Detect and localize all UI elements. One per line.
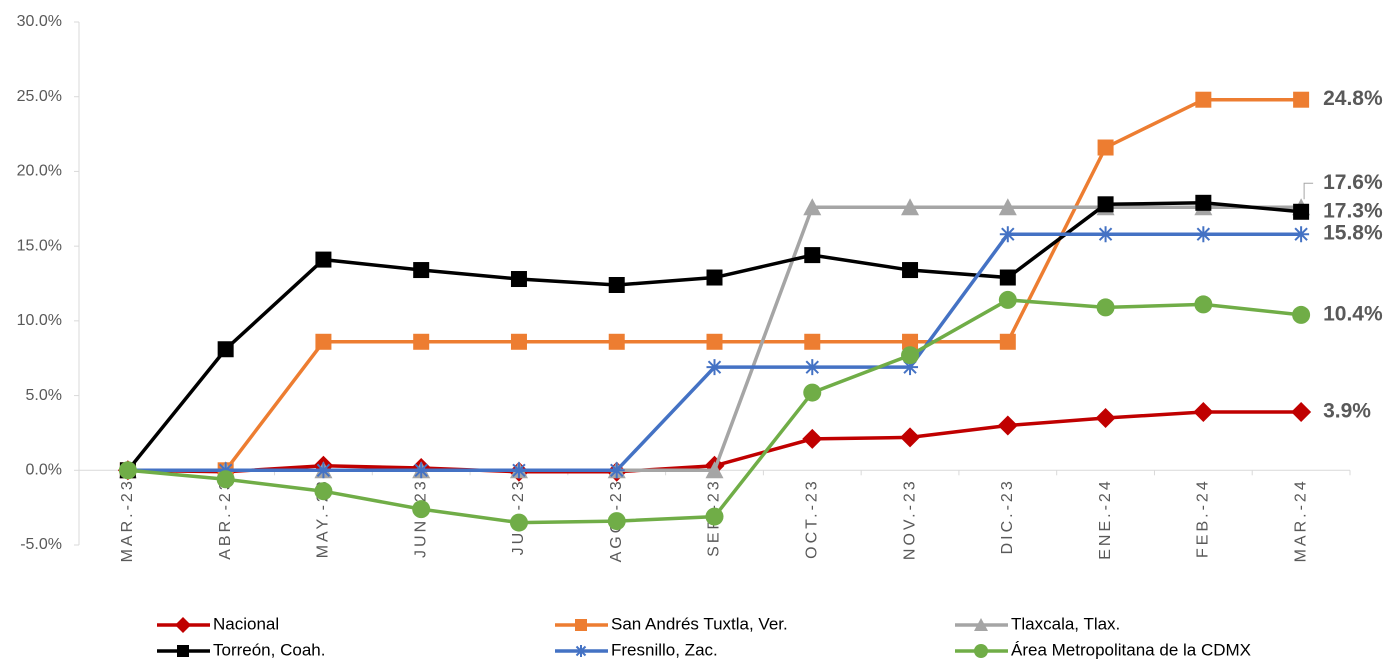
marker [1293, 91, 1310, 108]
marker [802, 428, 823, 449]
marker [315, 333, 332, 350]
x-tick-label: MAR.-23 [119, 478, 136, 562]
x-tick-label: ABR.-23 [217, 478, 234, 559]
marker [974, 618, 988, 631]
marker [608, 333, 625, 350]
marker [902, 262, 919, 279]
marker [803, 383, 822, 402]
marker [705, 507, 724, 526]
marker [509, 513, 528, 532]
marker [216, 470, 235, 489]
y-tick-label: 10.0% [17, 312, 62, 329]
marker [1193, 402, 1214, 423]
marker [118, 461, 137, 480]
marker [314, 482, 333, 501]
marker [575, 619, 587, 631]
marker [804, 247, 821, 264]
marker [901, 198, 920, 216]
marker [900, 427, 921, 448]
marker [706, 333, 723, 350]
marker [1097, 139, 1114, 156]
marker [608, 276, 625, 293]
marker [706, 269, 723, 286]
data-label: 15.8% [1323, 222, 1383, 245]
y-tick-label: 30.0% [17, 13, 62, 30]
marker [804, 333, 821, 350]
x-tick-label: NOV.-23 [901, 478, 918, 560]
marker [803, 198, 822, 216]
marker [999, 226, 1016, 243]
data-label: 17.3% [1323, 199, 1383, 222]
marker [1292, 305, 1311, 324]
y-tick-label: 20.0% [17, 163, 62, 180]
marker [1096, 298, 1115, 317]
marker [999, 333, 1016, 350]
marker [901, 346, 920, 365]
marker [804, 359, 821, 376]
y-tick-label: 5.0% [26, 387, 62, 404]
marker [607, 512, 626, 531]
marker [974, 644, 988, 658]
legend-label: Nacional [213, 614, 279, 633]
data-label: 3.9% [1323, 400, 1371, 423]
marker [1195, 226, 1212, 243]
marker [575, 645, 587, 657]
marker [999, 269, 1016, 286]
marker [608, 462, 625, 479]
marker [413, 262, 430, 279]
marker [510, 333, 527, 350]
marker [510, 271, 527, 288]
x-tick-label: FEB.-24 [1195, 478, 1212, 558]
leader-line [1303, 182, 1314, 200]
marker [1195, 91, 1212, 108]
data-label: 10.4% [1323, 302, 1383, 325]
data-label: 17.6% [1323, 171, 1383, 194]
marker [705, 461, 724, 479]
marker [706, 359, 723, 376]
marker [1195, 194, 1212, 211]
marker [177, 645, 189, 657]
data-label: 24.8% [1323, 87, 1383, 110]
marker [1097, 226, 1114, 243]
x-tick-label: ENE.-24 [1097, 478, 1114, 559]
marker [315, 462, 332, 479]
x-tick-label: DIC.-23 [999, 478, 1016, 554]
marker [1293, 203, 1310, 220]
marker [510, 462, 527, 479]
marker [902, 333, 919, 350]
marker [1293, 226, 1310, 243]
marker [217, 341, 234, 358]
marker [1194, 295, 1213, 314]
legend-label: Tlaxcala, Tlax. [1011, 614, 1120, 633]
marker [1095, 407, 1116, 428]
marker [412, 500, 431, 519]
y-tick-label: 15.0% [17, 237, 62, 254]
y-tick-label: 25.0% [17, 88, 62, 105]
marker [998, 198, 1017, 216]
marker [413, 333, 430, 350]
marker [997, 415, 1018, 436]
marker [1097, 196, 1114, 213]
x-tick-label: OCT.-23 [803, 478, 820, 559]
marker [175, 617, 191, 633]
marker [998, 290, 1017, 309]
marker [413, 462, 430, 479]
y-tick-label: -5.0% [20, 536, 62, 553]
legend-label: Área Metropolitana de la CDMX [1011, 640, 1251, 659]
marker [1291, 402, 1312, 423]
x-tick-label: MAR.-24 [1292, 478, 1309, 562]
marker [315, 251, 332, 268]
legend-label: San Andrés Tuxtla, Ver. [611, 614, 788, 633]
marker [902, 359, 919, 376]
y-tick-label: 0.0% [26, 462, 62, 479]
legend-label: Fresnillo, Zac. [611, 640, 718, 659]
legend-label: Torreón, Coah. [213, 640, 325, 659]
